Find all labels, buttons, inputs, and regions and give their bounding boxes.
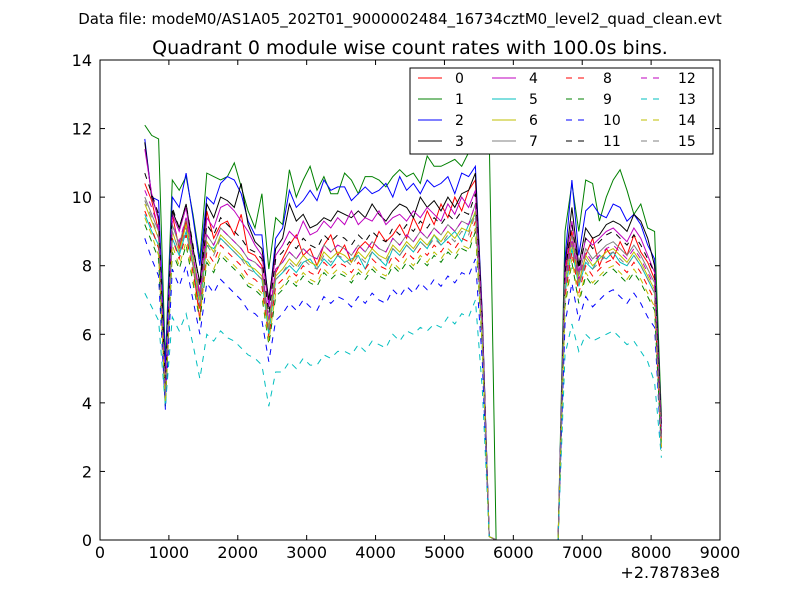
- figure-suptitle: Data file: modeM0/AS1A05_202T01_90000024…: [78, 10, 722, 29]
- legend-label-4: 4: [529, 71, 538, 87]
- y-tick-label: 4: [82, 394, 92, 413]
- legend-label-15: 15: [678, 134, 696, 150]
- legend-label-1: 1: [455, 92, 464, 108]
- legend-frame: [409, 67, 714, 155]
- series-line-7: [144, 196, 662, 540]
- x-tick-label: 7000: [562, 543, 603, 562]
- x-axis-offset-label: +2.78783e8: [620, 563, 720, 582]
- x-tick-label: 2000: [217, 543, 258, 562]
- legend-label-5: 5: [529, 92, 538, 108]
- legend-label-8: 8: [603, 71, 612, 87]
- y-tick-label: 2: [82, 462, 92, 481]
- series-layer: [144, 124, 662, 540]
- legend-label-13: 13: [678, 92, 696, 108]
- x-tick-label: 5000: [424, 543, 465, 562]
- y-tick-label: 10: [72, 188, 92, 207]
- series-line-10: [144, 238, 662, 540]
- series-line-4: [144, 149, 662, 540]
- legend-label-7: 7: [529, 134, 538, 150]
- x-tick-label: 1000: [149, 543, 190, 562]
- legend-label-6: 6: [529, 113, 538, 129]
- series-line-1: [144, 124, 662, 540]
- y-tick-label: 6: [82, 325, 92, 344]
- x-tick-label: 4000: [355, 543, 396, 562]
- x-tick-label: 6000: [493, 543, 534, 562]
- series-line-3: [144, 142, 662, 540]
- legend-label-3: 3: [455, 134, 464, 150]
- series-line-12: [144, 190, 662, 540]
- series-line-9: [144, 224, 662, 540]
- legend-label-9: 9: [603, 92, 612, 108]
- x-tick-label: 9000: [700, 543, 741, 562]
- x-axis: 0 1000 2000 3000 4000 5000 6000 7000 8000 9000: [95, 60, 740, 562]
- legend-label-14: 14: [678, 113, 696, 129]
- series-line-13: [144, 292, 662, 540]
- chart-title: Quadrant 0 module wise count rates with …: [152, 37, 668, 59]
- legend-label-11: 11: [603, 134, 621, 150]
- legend-label-2: 2: [455, 113, 464, 129]
- series-line-2: [144, 138, 662, 540]
- legend-label-12: 12: [678, 71, 696, 87]
- y-tick-label: 14: [72, 51, 92, 70]
- series-line-6: [144, 203, 662, 540]
- series-line-14: [144, 217, 662, 540]
- plot-frame: [99, 59, 721, 541]
- legend-label-0: 0: [455, 71, 464, 87]
- x-tick-label: 0: [95, 543, 105, 562]
- y-tick-label: 8: [82, 257, 92, 276]
- x-tick-label: 8000: [631, 543, 672, 562]
- series-line-8: [144, 210, 662, 540]
- legend-label-10: 10: [603, 113, 621, 129]
- y-tick-label: 12: [72, 120, 92, 139]
- y-tick-label: 0: [82, 531, 92, 550]
- x-tick-label: 3000: [286, 543, 327, 562]
